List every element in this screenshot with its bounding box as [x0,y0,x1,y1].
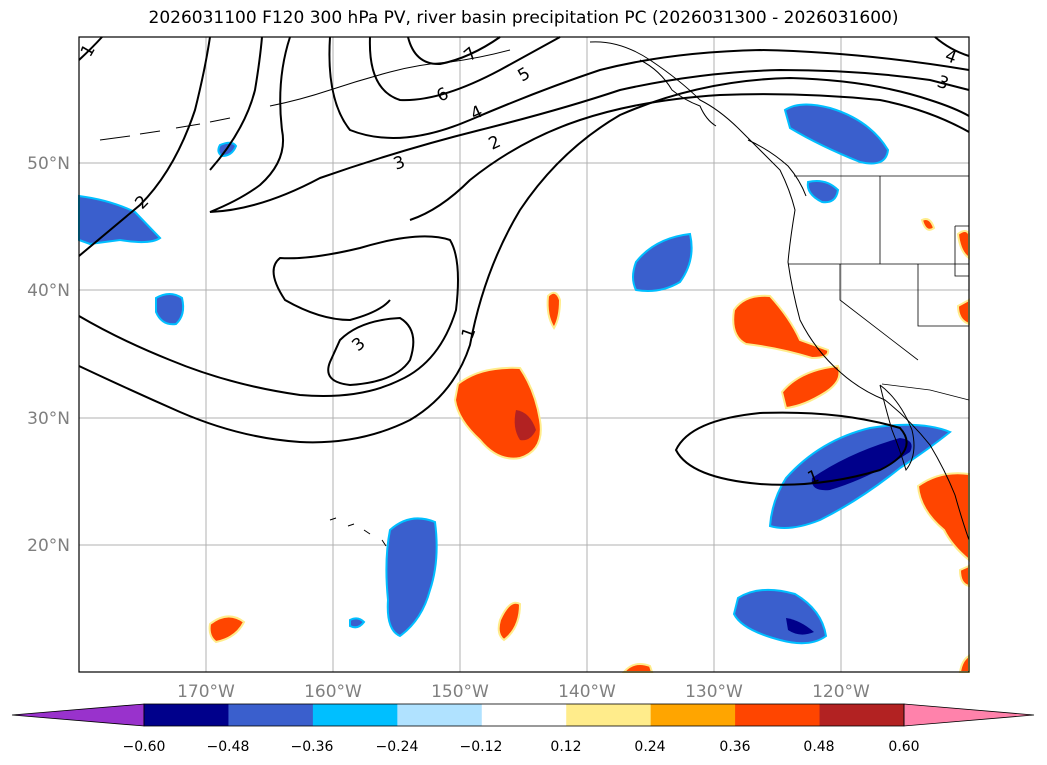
colorbar-segments [11,703,1035,727]
precip-negative-region [632,232,693,292]
colorbar-segment [650,704,736,726]
colorbar-tick-labels: −0.60 −0.48 −0.36 −0.24 −0.12 0.12 0.24 … [123,739,920,755]
coastline-vancouver [747,139,807,197]
colorbar-tick-label: 0.48 [803,739,834,755]
colorbar-tick-label: −0.36 [291,739,334,755]
precip-positive-region [621,663,654,673]
precip-positive-core [514,410,536,441]
precip-positive-region [920,218,936,231]
pv-contour-7 [407,36,501,66]
lat-label-40n: 40°N [27,281,70,301]
pv-contour-2-left [78,36,211,257]
lat-label-30n: 30°N [27,409,70,429]
colorbar-segment [735,704,821,726]
pv-contour-outer [78,36,103,61]
precip-negative-region [385,517,438,638]
precip-negative-region [806,180,840,204]
coastline-hawaii [329,517,387,547]
colorbar-segment [566,704,652,726]
pv-contours [78,36,970,486]
precip-negative-region [349,617,366,629]
colorbar-tick-label: 0.24 [634,739,665,755]
colorbar-tick-label: −0.48 [207,739,250,755]
colorbar-tick-label: −0.24 [376,739,419,755]
colorbar-segment [481,704,567,726]
precip-positive-region [916,472,970,563]
colorbar-tick-label: −0.60 [123,739,166,755]
precip-positive-region [497,601,522,642]
colorbar: −0.60 −0.48 −0.36 −0.24 −0.12 0.12 0.24 … [11,703,1035,755]
pv-contour-1-loop [674,411,908,486]
colorbar-segment [144,704,229,726]
border-us-mexico [881,383,970,401]
pv-contour-1-right [934,36,970,57]
coastline-north-america [589,41,970,541]
colorbar-extend-min [11,703,145,727]
coastline-baja [879,384,915,472]
precip-positive-region [732,294,830,360]
coastline-alaska-islands [269,49,511,107]
precip-negative-region [78,194,162,246]
precip-negative-region [783,103,890,165]
pv-contour-4 [328,36,970,139]
lat-label-20n: 20°N [27,536,70,556]
precip-positive-region [780,364,841,410]
precip-positive-region [546,291,562,330]
border-state-box [954,225,969,277]
colorbar-tick-label: −0.12 [460,739,503,755]
colorbar-segment [397,704,483,726]
precip-positive-region [208,615,246,644]
coastline-aleutians [99,117,231,141]
precip-negative-core [811,438,912,491]
precip-negative-region [155,293,185,326]
lon-label-170w: 170°W [177,682,235,702]
colorbar-segment [228,704,314,726]
latitude-labels: 50°N 40°N 30°N 20°N [27,154,70,556]
lon-label-130w: 130°W [685,682,743,702]
coastlines [99,41,970,547]
border-state-ca-nv [839,264,919,361]
colorbar-tick-label: 0.60 [888,739,919,755]
pv-contour-3-ridge [78,235,459,397]
colorbar-tick-label: 0.36 [719,739,750,755]
border-state-vertical-2 [917,264,969,327]
precip-negative-core [786,618,814,635]
figure-title: 2026031100 F120 300 hPa PV, river basin … [148,8,899,28]
lon-label-120w: 120°W [812,682,870,702]
lon-label-160w: 160°W [304,682,362,702]
lon-label-150w: 150°W [431,682,489,702]
colorbar-segment [819,704,905,726]
colorbar-segment [312,704,398,726]
colorbar-extend-max [903,703,1035,727]
map-area: 1 2 7 5 6 4 2 3 3 1 3 4 1 [77,36,970,673]
pv-contour-3-inner [327,316,415,387]
pv-contour-1-main [78,76,970,444]
pv-contour-3-upper [209,36,970,213]
colorbar-tick-label: 0.12 [550,739,581,755]
map-frame [78,36,970,673]
longitude-labels: 170°W 160°W 150°W 140°W 130°W 120°W [177,682,870,702]
pv-contour-6 [368,36,561,102]
lat-label-50n: 50°N [27,154,70,174]
colorbar-frame [143,703,905,727]
pv-contour-mid [209,36,263,171]
lon-label-140w: 140°W [558,682,616,702]
borders [788,175,970,401]
